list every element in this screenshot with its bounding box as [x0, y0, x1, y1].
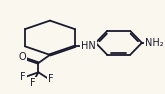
Text: O: O — [18, 52, 26, 62]
Text: F: F — [30, 78, 36, 88]
Text: HN: HN — [81, 41, 96, 51]
Text: F: F — [20, 72, 26, 82]
Text: NH₂: NH₂ — [145, 38, 164, 48]
Text: F: F — [48, 74, 53, 84]
